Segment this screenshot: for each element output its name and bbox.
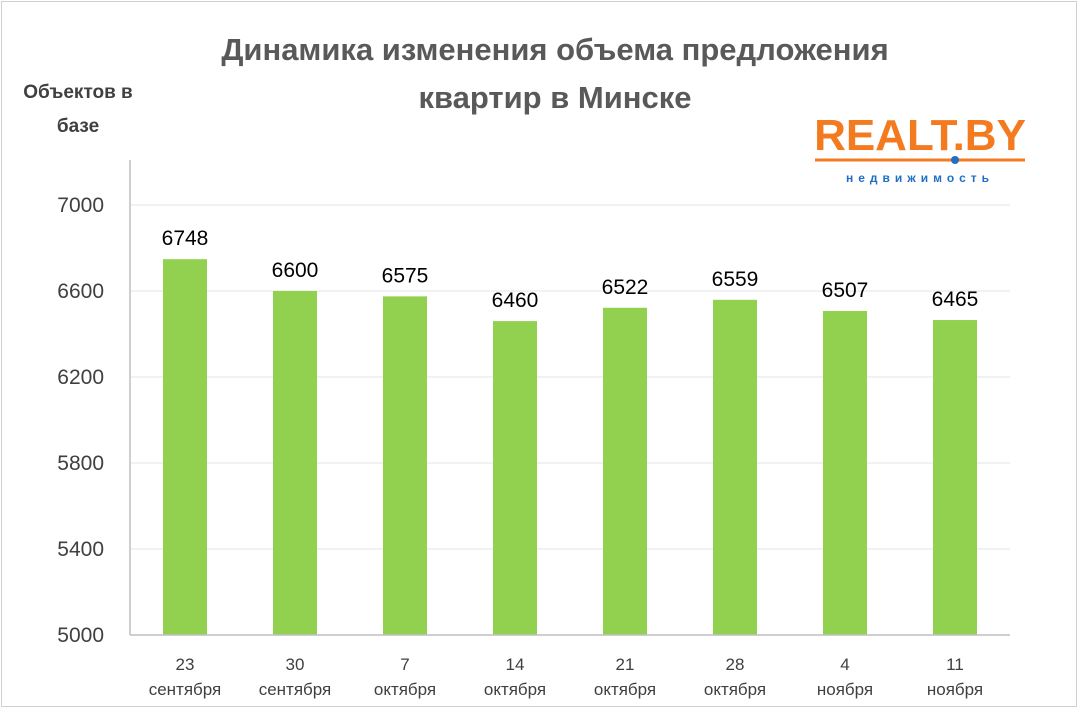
realt-logo: REALT.BY недвижимость bbox=[814, 111, 1026, 185]
chart-title-line-2: квартир в Минске bbox=[419, 80, 692, 115]
x-tick-label-month: сентября bbox=[149, 680, 222, 699]
y-tick-label: 5800 bbox=[57, 452, 104, 475]
x-tick-label-day: 14 bbox=[506, 655, 525, 674]
x-tick-label-day: 11 bbox=[946, 655, 964, 674]
x-tick-label-month: октября bbox=[594, 680, 656, 699]
bar bbox=[493, 321, 537, 635]
gridlines bbox=[130, 204, 1010, 550]
y-tick-label: 5000 bbox=[57, 624, 104, 647]
axes bbox=[129, 160, 1010, 636]
logo-dot bbox=[951, 156, 959, 164]
bar bbox=[713, 299, 757, 635]
data-label: 6465 bbox=[932, 288, 979, 311]
y-axis-label-line-1: Объектов в bbox=[23, 82, 133, 103]
x-tick-label-month: октября bbox=[704, 680, 766, 699]
y-axis-label-line-2: базе bbox=[57, 116, 99, 137]
data-label: 6522 bbox=[602, 276, 649, 299]
bar bbox=[603, 307, 647, 635]
x-tick-label-day: 30 bbox=[286, 655, 305, 674]
x-tick-label-month: сентября bbox=[259, 680, 332, 699]
y-tick-label: 6200 bbox=[57, 366, 104, 389]
bars bbox=[163, 259, 977, 635]
logo-wordmark: REALT.BY bbox=[814, 111, 1026, 160]
x-tick-label-month: октября bbox=[484, 680, 546, 699]
bar bbox=[823, 310, 867, 635]
chart-title-line-1: Динамика изменения объема предложения bbox=[221, 32, 888, 67]
y-tick-label: 6600 bbox=[57, 280, 104, 303]
data-label: 6559 bbox=[712, 268, 759, 291]
labels: 5000 5400 5800 6200 6600 7000 6748 23 сентября 66… bbox=[57, 194, 983, 699]
x-tick-label-month: ноября bbox=[927, 680, 983, 699]
data-label: 6600 bbox=[272, 259, 319, 282]
y-tick-label: 7000 bbox=[57, 194, 104, 217]
x-tick-label-month: ноября bbox=[817, 680, 873, 699]
y-tick-label: 5400 bbox=[57, 538, 104, 561]
logo-subtitle: недвижимость bbox=[846, 171, 994, 185]
bar bbox=[383, 296, 427, 635]
data-label: 6748 bbox=[162, 227, 209, 250]
data-label: 6575 bbox=[382, 264, 429, 287]
x-tick-label-day: 4 bbox=[840, 655, 849, 674]
data-label: 6507 bbox=[822, 279, 869, 302]
data-label: 6460 bbox=[492, 289, 539, 312]
x-tick-label-day: 28 bbox=[726, 655, 745, 674]
bar bbox=[933, 320, 977, 635]
x-tick-label-month: октября bbox=[374, 680, 436, 699]
bar bbox=[273, 291, 317, 635]
x-tick-label-day: 21 bbox=[616, 655, 635, 674]
bar bbox=[163, 259, 207, 635]
x-tick-label-day: 7 bbox=[400, 655, 409, 674]
x-tick-label-day: 23 bbox=[176, 655, 195, 674]
